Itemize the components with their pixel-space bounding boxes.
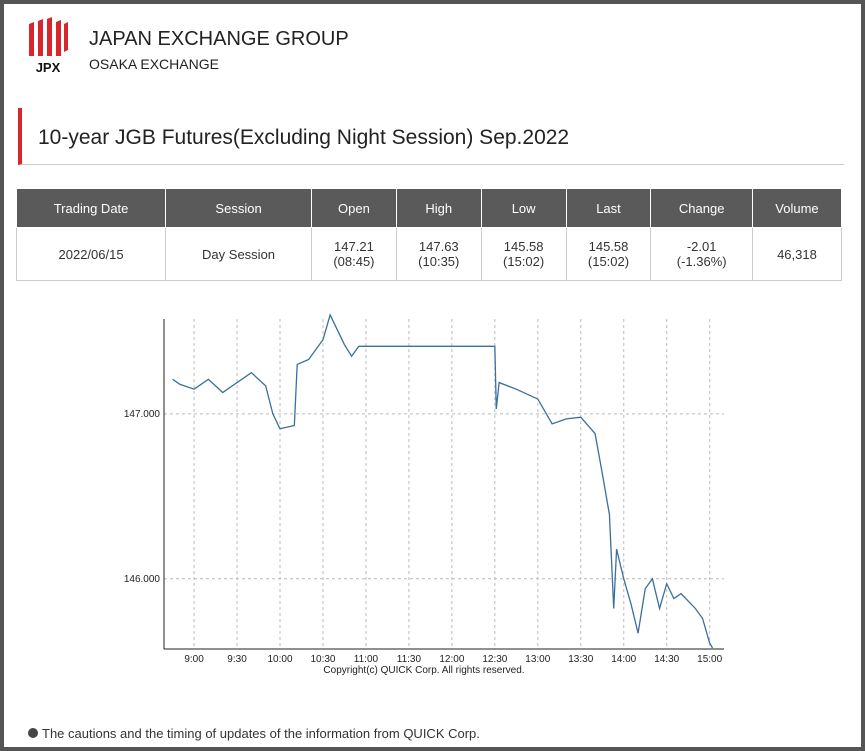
column-header: High: [395, 188, 482, 228]
chart: 9:00 9:30 10:00 10:30 11:00 11:30 12:00 12:30 13…: [124, 313, 724, 676]
footer-text: The cautions and the timing of updates o…: [42, 726, 480, 741]
cell-line: -2.01: [686, 239, 717, 254]
cell-line: 147.21: [334, 239, 374, 254]
x-tick-label: 10:00: [267, 654, 292, 665]
table-cell: 145.58 (15:02): [565, 227, 652, 281]
table-cell: 2022/06/15: [15, 227, 167, 281]
logo: JPX: [29, 17, 68, 75]
x-tick-label: 12:00: [439, 654, 464, 665]
x-tick-label: 9:30: [227, 654, 247, 665]
table-cell: Day Session: [165, 227, 312, 281]
column-header: Trading Date: [15, 188, 167, 228]
table-cell: 147.21 (08:45): [310, 227, 397, 281]
heading: 10-year JGB Futures(Excluding Night Sess…: [18, 108, 844, 165]
cell-line: (08:45): [333, 254, 375, 269]
group-subtitle: OSAKA EXCHANGE: [89, 56, 219, 72]
table-row: 2022/06/15 Day Session 147.21 (08:45) 147.63…: [15, 227, 843, 281]
table-cell: 145.58 (15:02): [480, 227, 567, 281]
x-tick-label: 13:00: [525, 654, 550, 665]
price-line: [172, 313, 714, 649]
column-header: Low: [480, 188, 567, 228]
cell-line: 147.63: [418, 239, 459, 254]
cell-line: (-1.36%): [676, 254, 727, 269]
y-tick-label: 146.000: [124, 574, 161, 585]
x-tick-label: 14:00: [611, 654, 636, 665]
cell-line: (15:02): [587, 254, 630, 269]
cell-line: 145.58: [588, 239, 629, 254]
x-tick-label: 11:30: [397, 654, 422, 665]
table-cell: -2.01 (-1.36%): [650, 227, 753, 281]
column-header: Session: [165, 188, 312, 228]
column-header: Volume: [751, 188, 843, 228]
table-cell: 147.63 (10:35): [395, 227, 482, 281]
column-header: Open: [310, 188, 397, 228]
cell-line: 145.58: [503, 239, 544, 254]
table-cell: 46,318: [751, 227, 843, 281]
x-tick-label: 10:30: [310, 654, 335, 665]
cell-line: (15:02): [503, 254, 545, 269]
heading-text: 10-year JGB Futures(Excluding Night Sess…: [38, 126, 570, 149]
quote-table: Trading Date Session Open High Low Last Change…: [15, 188, 843, 281]
x-tick-label: 13:30: [568, 654, 593, 665]
logo-text: JPX: [36, 60, 61, 75]
y-tick-label: 147.000: [124, 409, 161, 420]
column-header: Last: [565, 188, 652, 228]
x-tick-label: 9:00: [184, 654, 204, 665]
footer: The cautions and the timing of updates o…: [28, 726, 480, 741]
x-tick-label: 12:30: [482, 654, 507, 665]
column-header: Change: [650, 188, 753, 228]
copyright: Copyright(c) QUICK Corp. All rights rese…: [323, 665, 524, 676]
cell-line: (10:35): [418, 254, 460, 269]
x-tick-label: 15:00: [697, 654, 722, 665]
group-title: JAPAN EXCHANGE GROUP: [89, 28, 349, 50]
x-tick-label: 14:30: [654, 654, 679, 665]
x-tick-label: 11:00: [354, 654, 379, 665]
